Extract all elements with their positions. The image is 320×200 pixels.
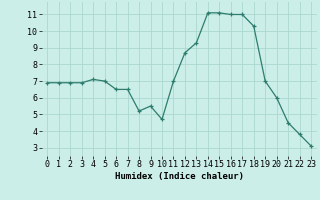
X-axis label: Humidex (Indice chaleur): Humidex (Indice chaleur) xyxy=(115,172,244,181)
